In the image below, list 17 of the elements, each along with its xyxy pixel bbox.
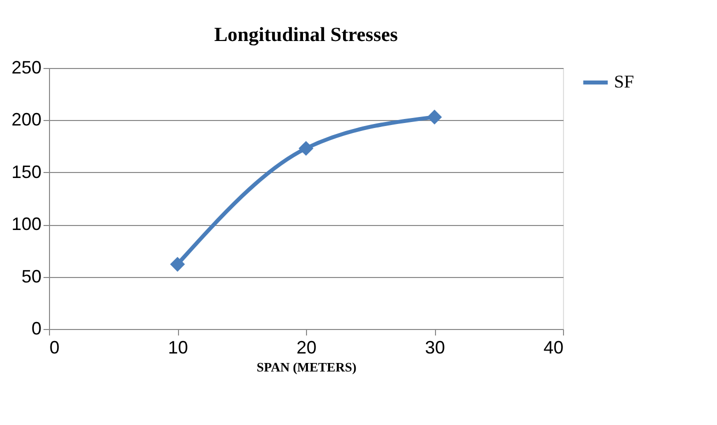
y-tick-label: 0 <box>31 318 42 338</box>
x-tick-label: 10 <box>168 338 188 358</box>
point <box>298 140 314 156</box>
y-tick-label: 200 <box>11 110 42 130</box>
point <box>427 110 442 124</box>
legend-label: SF <box>614 72 634 92</box>
y-tick-label: 100 <box>11 214 42 234</box>
x-tick-label: 40 <box>543 338 564 358</box>
y-tick-label: 50 <box>21 266 42 286</box>
point <box>170 256 185 272</box>
x-tick-label: 20 <box>296 338 317 358</box>
x-axis-title: SPAN (METERS) <box>256 360 356 374</box>
y-tick-label: 250 <box>11 58 42 78</box>
x-tick-label: 30 <box>424 338 446 358</box>
x-tick-label: 0 <box>50 338 60 358</box>
chart-title: Longitudinal Stresses <box>214 24 398 46</box>
y-tick-label: 150 <box>11 162 42 182</box>
